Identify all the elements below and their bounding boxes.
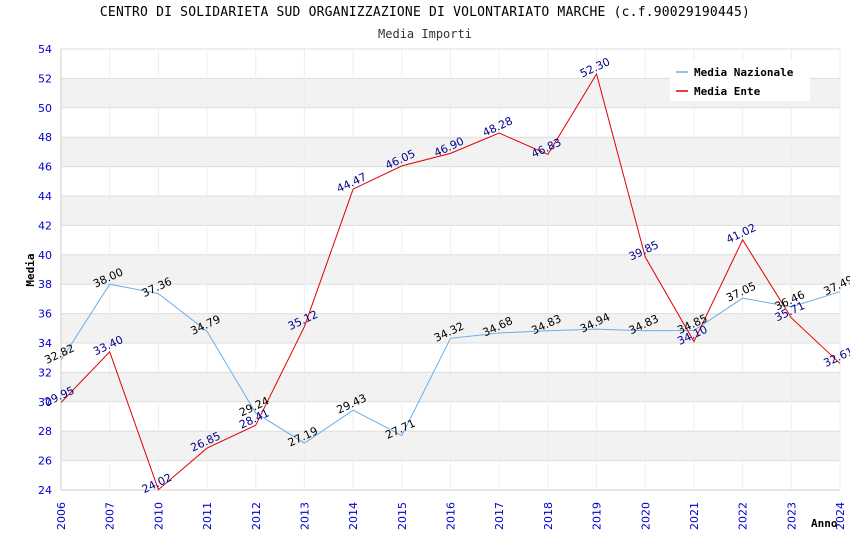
x-tick-label: 2013 [298,502,311,530]
y-tick-label: 34 [38,337,52,350]
y-tick-label: 28 [38,425,52,438]
series-lines [60,72,841,491]
chart-subtitle: Media Importi [378,27,472,41]
y-tick-label: 46 [38,161,52,174]
grid-lines [60,48,841,491]
x-tick-label: 2020 [639,502,652,530]
x-tick-label: 2016 [445,502,458,530]
x-axis-label: Anno [811,517,838,530]
y-tick-label: 38 [38,278,52,291]
y-tick-label: 52 [38,72,52,85]
x-axis-ticks: 2006 2007 2010 2011 2012 2013 2014 2015 2016 2017… [55,502,847,530]
y-tick-label: 36 [38,308,52,321]
x-tick-label: 2021 [688,502,701,530]
x-tick-label: 2012 [250,502,263,530]
y-axis-label: Media [24,253,37,286]
y-tick-label: 48 [38,131,52,144]
y-tick-label: 40 [38,249,52,262]
x-tick-label: 2018 [542,502,555,530]
y-tick-label: 32 [38,366,52,379]
series-line-media-nazionale [60,283,841,444]
legend-box [670,61,810,101]
y-tick-label: 42 [38,219,52,232]
series-line-media-ente [60,72,841,491]
y-tick-label: 54 [38,43,52,56]
y-tick-label: 30 [38,396,52,409]
x-tick-label: 2015 [396,502,409,530]
x-tick-label: 2006 [55,502,68,530]
x-tick-label: 2022 [737,502,750,530]
y-tick-label: 26 [38,455,52,468]
x-tick-label: 2019 [591,502,604,530]
x-tick-label: 2023 [785,502,798,530]
y-tick-label: 24 [38,484,52,497]
x-tick-label: 2024 [834,502,847,530]
legend-label: Media Nazionale [694,66,794,79]
x-tick-label: 2011 [201,502,214,530]
y-tick-label: 44 [38,190,52,203]
y-axis-ticks: 24 26 28 30 32 34 36 38 40 42 44 46 48 50 52 54 [38,43,52,497]
x-tick-label: 2017 [493,502,506,530]
x-tick-label: 2007 [104,502,117,530]
x-tick-label: 2010 [152,502,165,530]
chart-title: CENTRO DI SOLIDARIETA SUD ORGANIZZAZIONE… [99,5,751,20]
x-tick-label: 2014 [347,502,360,530]
y-tick-label: 50 [38,102,52,115]
legend: Media Nazionale Media Ente [670,61,810,101]
legend-label: Media Ente [694,85,761,98]
